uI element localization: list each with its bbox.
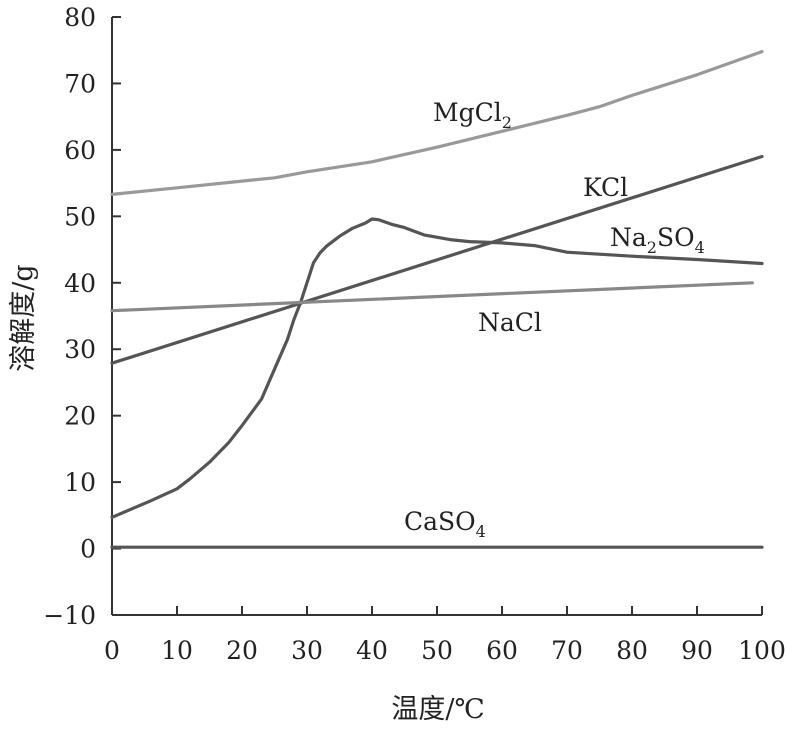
series-label-label-main: Na — [610, 223, 647, 252]
series-label-label-post: SO — [657, 223, 695, 252]
series-label-label-main: KCl — [583, 173, 628, 202]
y-tick-label: 40 — [64, 269, 96, 298]
series-label-label-sub: 2 — [502, 113, 512, 132]
series-label-0: MgCl2 — [433, 98, 512, 132]
series-label-label-main: MgCl — [433, 98, 502, 127]
series-label-label-sub: 2 — [647, 238, 657, 257]
axes-layer: 0 10 20 30 40 50 60 70 80 90 100 −10 0 10 20 30 40 50 60 7… — [43, 3, 786, 665]
y-tick-label: 20 — [64, 402, 96, 431]
series-label-label-sub: 4 — [476, 522, 486, 541]
series-label-label-main: CaSO — [404, 507, 476, 536]
series-layer — [110, 49, 764, 549]
x-tick-label: 80 — [616, 636, 648, 665]
x-tick-label: 20 — [226, 636, 258, 665]
y-tick-label: −10 — [43, 601, 96, 630]
x-tick-label: 70 — [551, 636, 583, 665]
x-ticks: 0 10 20 30 40 50 60 70 80 90 100 — [104, 606, 786, 665]
y-tick-label: 80 — [64, 3, 96, 32]
series-label-4: CaSO4 — [404, 507, 486, 541]
series-line-1 — [110, 154, 764, 365]
y-axis-label: 溶解度/g — [8, 264, 39, 371]
series-label-3: NaCl — [478, 308, 542, 337]
x-tick-label: 30 — [291, 636, 323, 665]
x-tick-label: 60 — [486, 636, 518, 665]
series-label-2: Na2SO4 — [610, 223, 705, 257]
series-label-label-sub2: 4 — [695, 238, 705, 257]
series-label-label-main: NaCl — [478, 308, 542, 337]
y-tick-label: 0 — [80, 535, 96, 564]
y-ticks: −10 0 10 20 30 40 50 60 70 80 — [43, 3, 121, 630]
y-tick-label: 10 — [64, 468, 96, 497]
y-tick-label: 30 — [64, 335, 96, 364]
series-line-3 — [110, 281, 754, 313]
y-tick-label: 70 — [64, 69, 96, 98]
x-tick-label: 100 — [738, 636, 786, 665]
y-tick-label: 50 — [64, 202, 96, 231]
series-line-2 — [110, 217, 764, 519]
x-tick-label: 40 — [356, 636, 388, 665]
x-tick-label: 50 — [421, 636, 453, 665]
series-line-0 — [110, 49, 764, 196]
x-axis-label: 温度/℃ — [391, 694, 484, 725]
series-label-1: KCl — [583, 173, 628, 202]
y-tick-label: 60 — [64, 136, 96, 165]
x-tick-label: 10 — [161, 636, 193, 665]
x-tick-label: 0 — [104, 636, 120, 665]
x-tick-label: 90 — [681, 636, 713, 665]
